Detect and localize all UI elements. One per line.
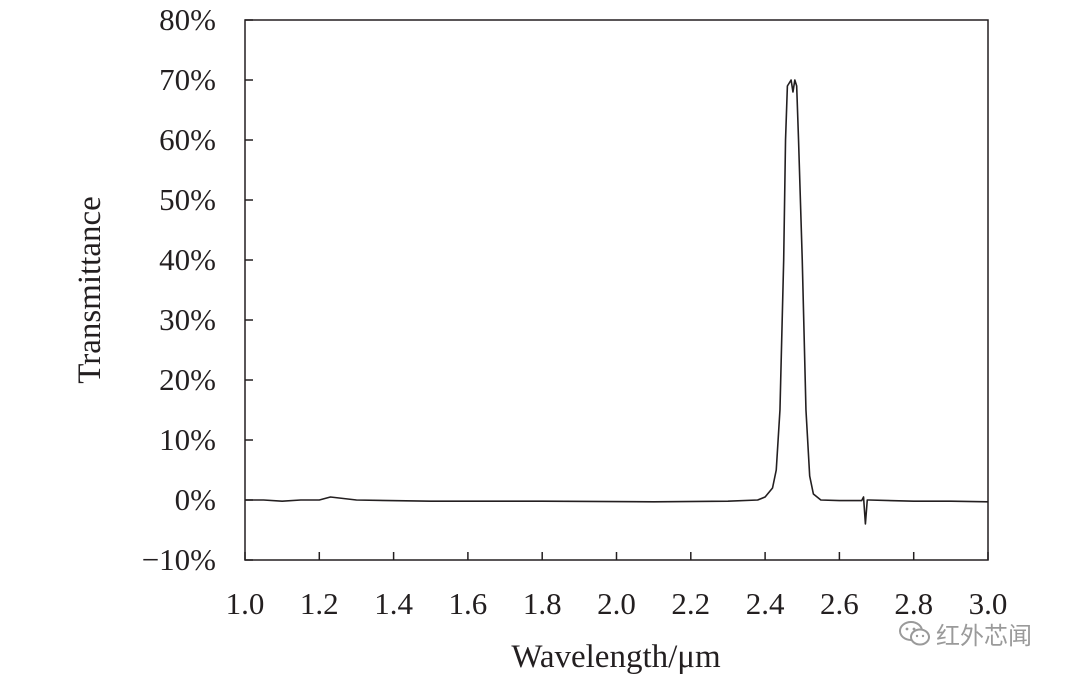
y-tick-label: 0% <box>175 482 216 517</box>
x-tick-label: 2.0 <box>597 586 636 621</box>
x-tick-label: 1.6 <box>449 586 488 621</box>
y-tick-label: 20% <box>159 362 216 397</box>
y-tick-label: 30% <box>159 302 216 337</box>
y-tick-label: −10% <box>142 542 216 577</box>
wechat-icon <box>898 620 932 648</box>
series-layer <box>245 79 989 525</box>
x-tick-label: 1.2 <box>300 586 339 621</box>
x-tick-label: 2.6 <box>820 586 859 621</box>
y-tick-label: 60% <box>159 122 216 157</box>
plot-frame <box>244 19 989 561</box>
y-tick-label: 80% <box>159 2 216 37</box>
x-tick-label: 1.0 <box>226 586 265 621</box>
y-tick-label: 40% <box>159 242 216 277</box>
y-axis-title: Transmittance <box>72 196 108 384</box>
x-tick-label: 1.8 <box>523 586 562 621</box>
x-tick-label: 2.8 <box>894 586 933 621</box>
x-tick-label: 2.4 <box>746 586 785 621</box>
x-tick-label: 3.0 <box>969 586 1008 621</box>
watermark-text: 红外芯闻 <box>936 622 1032 650</box>
x-tick-label: 1.4 <box>374 586 413 621</box>
x-tick-label: 2.2 <box>671 586 710 621</box>
watermark: 红外芯闻 <box>898 616 1032 651</box>
x-axis-title: Wavelength/μm <box>511 639 721 675</box>
y-axis-ticks: −10% 0% 10% 20% 30% 40% 50% 60% 70% 80% <box>142 2 253 577</box>
series-line-0 <box>245 79 989 525</box>
y-tick-label: 50% <box>159 182 216 217</box>
x-axis-ticks: 1.0 1.2 1.4 1.6 1.8 2.0 2.2 2.4 2.6 2.8 3.0 <box>226 552 1008 621</box>
y-tick-label: 70% <box>159 62 216 97</box>
y-tick-label: 10% <box>159 422 216 457</box>
